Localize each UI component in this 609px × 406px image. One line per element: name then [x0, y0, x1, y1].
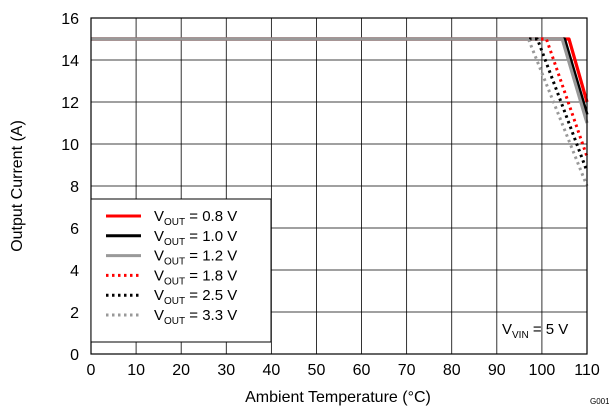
legend-label: VOUT = 1.8 V [154, 267, 237, 287]
legend-label-rest: = 1.8 V [185, 267, 237, 284]
legend-label-rest: = 1.2 V [185, 248, 237, 265]
legend-label-rest: = 0.8 V [185, 208, 237, 225]
y-tick-label: 6 [70, 221, 79, 238]
series-line-6 [91, 37, 589, 187]
vin-annotation-rest: = 5 V [529, 321, 569, 338]
legend-label-main: V [154, 267, 164, 284]
legend-label-sub: OUT [164, 257, 185, 268]
y-tick-label: 4 [70, 263, 79, 280]
legend-label: VOUT = 1.0 V [154, 228, 237, 248]
y-axis-label: Output Current (A) [9, 120, 26, 252]
x-tick-label: 80 [443, 362, 461, 379]
series-line-2 [91, 37, 589, 116]
series-layer [91, 37, 589, 187]
legend-box [90, 198, 272, 343]
legend-label-sub: OUT [164, 217, 185, 228]
figure-id: G001 [590, 397, 609, 406]
x-tick-labels: 0 10 20 30 40 50 60 70 80 90 100 110 [87, 362, 600, 379]
legend-label-sub: OUT [164, 296, 185, 307]
legend-label-main: V [154, 248, 164, 265]
x-axis-label: Ambient Temperature (°C) [245, 389, 431, 406]
y-tick-label: 14 [61, 53, 79, 70]
x-tick-label: 60 [353, 362, 371, 379]
y-tick-label: 8 [70, 179, 79, 196]
legend-label-main: V [154, 307, 164, 324]
x-tick-label: 100 [529, 362, 556, 379]
y-tick-label: 10 [61, 137, 79, 154]
x-tick-label: 70 [398, 362, 416, 379]
series-line-5 [91, 37, 589, 172]
legend-label-sub: OUT [164, 237, 185, 248]
vin-annotation: VVIN = 5 V [502, 321, 568, 341]
y-tick-label: 0 [70, 347, 79, 364]
y-tick-label: 16 [61, 11, 79, 28]
y-tick-labels: 0 2 4 6 8 10 12 14 16 [61, 11, 79, 364]
x-tick-label: 20 [172, 362, 190, 379]
x-tick-label: 110 [574, 362, 600, 379]
x-tick-label: 30 [217, 362, 235, 379]
x-tick-label: 50 [308, 362, 326, 379]
y-tick-label: 12 [61, 95, 79, 112]
vin-annotation-sub: VIN [512, 330, 529, 341]
y-tick-label: 2 [70, 305, 79, 322]
legend-label-rest: = 1.0 V [185, 228, 237, 245]
legend-label-sub: OUT [164, 276, 185, 287]
x-tick-label: 0 [87, 362, 96, 379]
legend-label-main: V [154, 228, 164, 245]
vin-annotation-main: V [502, 321, 512, 338]
legend-label-rest: = 2.5 V [185, 287, 237, 304]
legend-label-main: V [154, 208, 164, 225]
legend-label: VOUT = 1.2 V [154, 248, 237, 268]
x-tick-label: 10 [127, 362, 145, 379]
vin-annotation-text: VVIN = 5 V [502, 321, 568, 341]
legend-label-main: V [154, 287, 164, 304]
x-tick-label: 90 [488, 362, 506, 379]
x-tick-label: 40 [262, 362, 280, 379]
series-line-1 [91, 37, 589, 103]
legend-label-rest: = 3.3 V [185, 307, 237, 324]
legend-label: VOUT = 0.8 V [154, 208, 237, 228]
series-line-4 [91, 37, 589, 158]
plot-frame [90, 17, 588, 355]
series-line-3 [91, 37, 589, 124]
legend-label-sub: OUT [164, 316, 185, 327]
legend-label: VOUT = 3.3 V [154, 307, 237, 327]
legend-label: VOUT = 2.5 V [154, 287, 237, 307]
